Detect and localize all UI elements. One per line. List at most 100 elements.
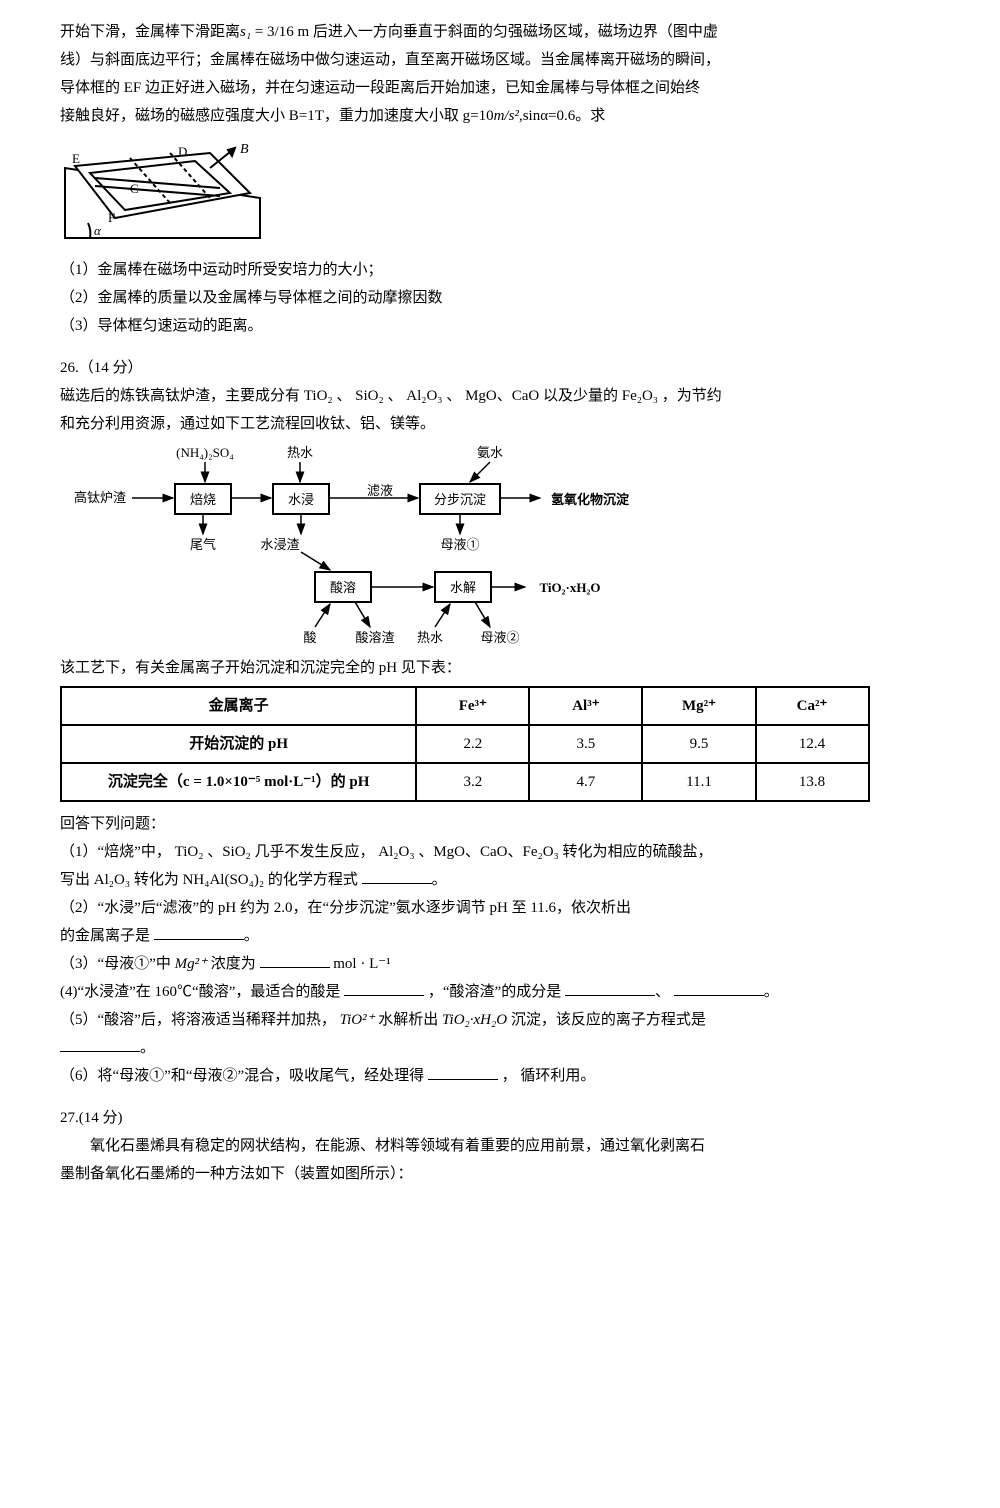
p26-q4: (4)“水浸渣”在 160℃“酸溶”，最适合的酸是 ，“酸溶渣”的成分是 、 。 <box>60 980 940 1004</box>
p26-q2: （2）“水浸”后“滤液”的 pH 约为 2.0，在“分步沉淀”氨水逐步调节 pH… <box>60 896 940 920</box>
flow-muye2: 母液② <box>480 630 519 645</box>
p26-tabletitle: 该工艺下，有关金属离子开始沉淀和沉淀完全的 pH 见下表： <box>60 656 940 680</box>
p26-q2b: 的金属离子是 。 <box>60 924 940 948</box>
q5ion2: TiO₂·xH₂O <box>442 1012 507 1028</box>
blank-q6[interactable] <box>428 1064 498 1080</box>
flow-hotwater: 热水 <box>287 445 313 460</box>
q3unit: mol · L⁻¹ <box>333 956 390 972</box>
row2-c0: 3.2 <box>416 763 529 801</box>
label-D: D <box>178 144 187 159</box>
label-F: F <box>108 210 115 225</box>
inclined-plane-diagram: E F C D B α <box>60 138 940 248</box>
row1-c3: 12.4 <box>756 725 869 763</box>
table-row-start: 开始沉淀的 pH 2.2 3.5 9.5 12.4 <box>61 725 869 763</box>
q4a: (4)“水浸渣”在 160℃“酸溶”，最适合的酸是 <box>60 984 340 1000</box>
q5c: 沉淀，该反应的离子方程式是 <box>511 1012 706 1028</box>
q1f4: NH₄Al(SO₄)₂ <box>183 872 265 888</box>
flow-tio2: TiO₂·xH₂O <box>539 580 600 595</box>
p25-q2: （2）金属棒的质量以及金属棒与导体框之间的动摩擦因数 <box>60 286 940 310</box>
q1e: 转化为 <box>134 872 179 888</box>
row1-c0: 2.2 <box>416 725 529 763</box>
q1f3: Al₂O₃ <box>94 872 130 888</box>
flow-suan: 酸 <box>303 630 316 645</box>
blank-q4a[interactable] <box>344 980 424 996</box>
ion-mg: Mg²⁺ <box>642 687 755 725</box>
table-colhdr: 金属离子 <box>61 687 416 725</box>
p26-l1a: 磁选后的炼铁高钛炉渣，主要成分有 <box>60 388 300 404</box>
table-row-header: 金属离子 Fe³⁺ Al³⁺ Mg²⁺ Ca²⁺ <box>61 687 869 725</box>
p26-q5-blank: 。 <box>60 1036 940 1060</box>
p25-q3: （3）导体框匀速运动的距离。 <box>60 314 940 338</box>
p26-q3: （3）“母液①”中 Mg²⁺ 浓度为 mol · L⁻¹ <box>60 952 940 976</box>
ion-ph-table: 金属离子 Fe³⁺ Al³⁺ Mg²⁺ Ca²⁺ 开始沉淀的 pH 2.2 3.… <box>60 686 870 802</box>
row1-c1: 3.5 <box>529 725 642 763</box>
p25-q1: （1）金属棒在磁场中运动时所受安培力的大小； <box>60 258 940 282</box>
p26-q6: （6）将“母液①”和“母液②”混合，吸收尾气，经处理得 ， 循环利用。 <box>60 1064 940 1088</box>
p25-l4c: ,sinα=0.6。求 <box>519 108 605 124</box>
p27-l1: 氧化石墨烯具有稳定的网状结构，在能源、材料等领域有着重要的应用前景，通过氧化剥离… <box>60 1134 940 1158</box>
flow-hotwater2: 热水 <box>417 630 443 645</box>
q6a: （6）将“母液①”和“母液②”混合，吸收尾气，经处理得 <box>60 1068 424 1084</box>
p26-q1-line2: 写出 Al₂O₃ 转化为 NH₄Al(SO₄)₂ 的化学方程式 。 <box>60 868 940 892</box>
p27-l2: 墨制备氧化石墨烯的一种方法如下（装置如图所示）： <box>60 1162 940 1186</box>
row2-c1: 4.7 <box>529 763 642 801</box>
p25-l4a: 接触良好，磁场的磁感应强度大小 B=1T，重力加速度大小取 g=10 <box>60 108 494 124</box>
p25-line4: 接触良好，磁场的磁感应强度大小 B=1T，重力加速度大小取 g=10m/s²,s… <box>60 104 940 128</box>
ion-al: Al³⁺ <box>529 687 642 725</box>
blank-q4b[interactable] <box>565 980 655 996</box>
q1f: 的化学方程式 <box>268 872 358 888</box>
flow-hydrox: 氢氧化物沉淀 <box>551 492 630 507</box>
p26-q1: （1）“焙烧”中， TiO₂ 、SiO₂ 几乎不发生反应， Al₂O₃ 、MgO… <box>60 840 940 864</box>
blank-q5[interactable] <box>60 1036 140 1052</box>
p25-l1-text: 开始下滑，金属棒下滑距离 <box>60 24 240 40</box>
process-flowchart: (NH₄)₂SO₄ 热水 氨水 高钛炉渣 焙烧 水浸 滤液 分步沉淀 氢氧化物沉… <box>60 442 940 652</box>
q5b: 水解析出 <box>378 1012 438 1028</box>
flow-suanrong: 酸溶 <box>330 580 356 595</box>
blank-q2[interactable] <box>154 924 244 940</box>
q1f2: Al₂O₃ 、MgO、CaO、Fe₂O₃ <box>378 844 559 860</box>
p26-f2: SiO₂ <box>355 388 384 404</box>
p26-f4: MgO、CaO <box>465 388 539 404</box>
flow-shuijie: 水解 <box>450 580 476 595</box>
flow-ammonia: 氨水 <box>477 445 503 460</box>
flow-shuijin: 水浸 <box>288 492 314 507</box>
p25-l4b: m/s² <box>494 108 519 124</box>
row2-hdr: 沉淀完全（c = 1.0×10⁻⁵ mol·L⁻¹）的 pH <box>61 763 416 801</box>
p25-line1: 开始下滑，金属棒下滑距离s₁ = 3/16 m 后进入一方向垂直于斜面的匀强磁场… <box>60 20 940 44</box>
flow-peishao: 焙烧 <box>190 492 216 507</box>
p25-line3: 导体框的 EF 边正好进入磁场，并在匀速运动一段距离后开始加速，已知金属棒与导体… <box>60 76 940 100</box>
flow-fenbu: 分步沉淀 <box>434 492 486 507</box>
flow-srz: 酸溶渣 <box>355 630 394 645</box>
ion-fe: Fe³⁺ <box>416 687 529 725</box>
row2-c3: 13.8 <box>756 763 869 801</box>
flow-gaotai: 高钛炉渣 <box>74 490 126 505</box>
blank-q4c[interactable] <box>674 980 764 996</box>
q3b: 浓度为 <box>211 956 256 972</box>
p26-l2: 和充分利用资源，通过如下工艺流程回收钛、铝、镁等。 <box>60 412 940 436</box>
p26-l1: 磁选后的炼铁高钛炉渣，主要成分有 TiO₂ 、 SiO₂ 、 Al₂O₃ 、 M… <box>60 384 940 408</box>
p26-l1b: ，为节约 <box>662 388 722 404</box>
p26-q5: （5）“酸溶”后，将溶液适当稀释并加热， TiO²⁺ 水解析出 TiO₂·xH₂… <box>60 1008 940 1032</box>
q1a: （1）“焙烧”中， <box>60 844 171 860</box>
row2-c2: 11.1 <box>642 763 755 801</box>
blank-q3[interactable] <box>260 952 330 968</box>
q3ion: Mg²⁺ <box>175 956 207 972</box>
p27-num: 27.(14 分) <box>60 1106 940 1130</box>
flow-sjz: 水浸渣 <box>260 537 299 552</box>
label-C: C <box>130 181 139 196</box>
p26-f1: TiO₂ <box>304 388 333 404</box>
label-E: E <box>72 151 80 166</box>
table-row-complete: 沉淀完全（c = 1.0×10⁻⁵ mol·L⁻¹）的 pH 3.2 4.7 1… <box>61 763 869 801</box>
label-alpha: α <box>94 223 102 238</box>
row1-c2: 9.5 <box>642 725 755 763</box>
q3a: （3）“母液①”中 <box>60 956 171 972</box>
flow-nh4so4: (NH₄)₂SO₄ <box>176 445 234 460</box>
q2b-text: 的金属离子是 <box>60 928 150 944</box>
p25-s1-eq: = 3/16 m 后进入一方向垂直于斜面的匀强磁场区域，磁场边界（图中虚 <box>251 24 718 40</box>
ion-ca: Ca²⁺ <box>756 687 869 725</box>
p26-f3: Al₂O₃ <box>406 388 442 404</box>
q1d: 写出 <box>60 872 90 888</box>
p26-num: 26.（14 分） <box>60 356 940 380</box>
flow-muye1: 母液① <box>440 537 479 552</box>
blank-q1[interactable] <box>362 868 432 884</box>
